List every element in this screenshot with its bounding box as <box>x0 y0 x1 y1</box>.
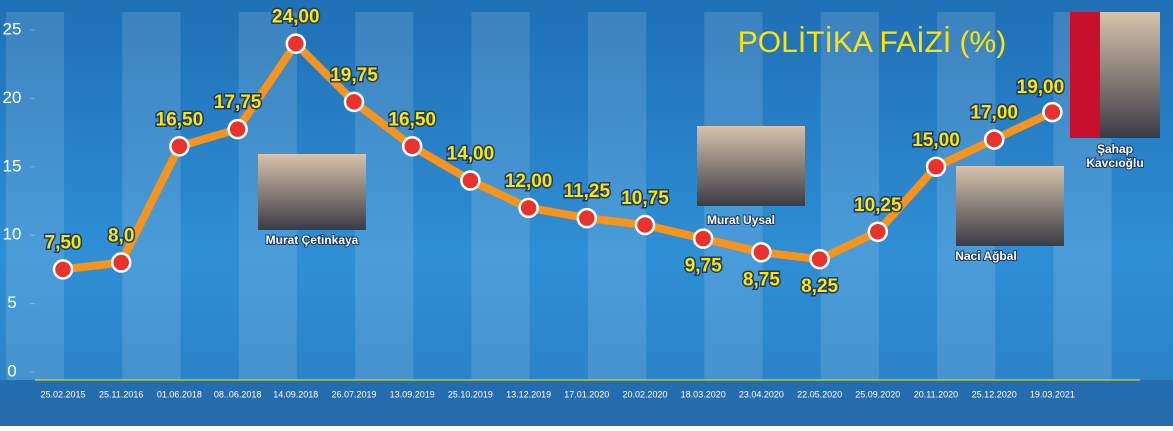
marker <box>169 136 190 157</box>
y-tick-label: 15 <box>3 156 22 175</box>
photo <box>258 154 366 230</box>
x-tick-label: 23.04.2020 <box>739 389 784 399</box>
value-label: 8,25 <box>801 276 838 297</box>
marker <box>227 118 248 140</box>
stripe <box>5 12 65 380</box>
value-label: 17,75 <box>214 92 262 113</box>
y-tick-label: 5 <box>7 293 16 312</box>
value-label: 10,25 <box>854 195 902 216</box>
y-tick-label: 10 <box>3 225 22 244</box>
y-tick-label: 25 <box>3 19 22 38</box>
stripe <box>820 12 879 380</box>
value-label: 11,25 <box>564 181 611 202</box>
value-label: 14,00 <box>447 143 495 164</box>
x-tick-label: 25.02.2015 <box>40 389 85 399</box>
x-tick-label: 13.12.2019 <box>506 389 551 399</box>
photo <box>956 166 1064 246</box>
value-label: 7,50 <box>45 232 82 253</box>
marker <box>634 214 656 236</box>
stripe <box>587 12 647 380</box>
marker <box>285 33 307 54</box>
value-label: 9,75 <box>685 256 722 277</box>
value-label: 17,00 <box>970 102 1018 123</box>
x-tick-label: 13.09.2019 <box>390 389 435 399</box>
value-label: 19,00 <box>1017 77 1065 98</box>
value-label: 24,00 <box>272 7 320 28</box>
chart-title: POLİTİKA FAİZİ (%) <box>738 26 1006 59</box>
marker <box>867 221 889 243</box>
x-tick-label: 18.03.2020 <box>681 389 726 399</box>
x-tick-label: 08..06.2018 <box>214 389 262 399</box>
photo <box>697 126 805 206</box>
flag <box>1070 12 1100 138</box>
x-tick-label: 20.02.2020 <box>622 389 667 399</box>
annotation: Naci Ağbal <box>955 249 1017 263</box>
x-tick-label: 25.10.2019 <box>448 389 493 399</box>
y-tick-label: 0 <box>7 361 16 380</box>
x-tick-label: 14.09.2018 <box>273 389 318 399</box>
x-tick-label: 25.12.2020 <box>972 389 1017 399</box>
x-tick-label: 19.03.2021 <box>1030 389 1075 399</box>
marker <box>809 248 830 270</box>
value-label: 19,75 <box>330 65 378 86</box>
x-tick-label: 25.09.2020 <box>855 389 900 399</box>
marker <box>343 91 365 113</box>
marker <box>751 242 772 263</box>
value-label: 8,0 <box>108 226 134 247</box>
marker <box>52 259 74 280</box>
value-label: 16,50 <box>388 109 436 130</box>
value-label: 12,00 <box>505 171 553 192</box>
marker <box>401 136 423 157</box>
marker <box>1042 101 1063 123</box>
footer-band <box>0 380 1173 426</box>
y-tick-label: 20 <box>3 88 22 107</box>
marker <box>925 156 947 178</box>
x-tick-label: 25.11.2016 <box>99 389 143 399</box>
annotation: Kavcıoğlu <box>1086 156 1143 170</box>
value-label: 16,50 <box>156 109 204 130</box>
annotation: Şahap <box>1097 142 1133 156</box>
value-label: 8,75 <box>743 269 780 290</box>
marker <box>460 170 481 191</box>
value-label: 15,00 <box>912 130 960 151</box>
marker <box>576 207 598 229</box>
annotation: Murat Çetinkaya <box>266 233 359 247</box>
marker <box>692 228 714 249</box>
value-label: 10,75 <box>621 188 669 209</box>
x-tick-label: 20.11.2020 <box>914 389 958 399</box>
annotation: Murat Uysal <box>707 213 775 227</box>
x-tick-label: 01.06.2018 <box>157 389 202 399</box>
x-tick-label: 22.05.2020 <box>797 389 842 399</box>
x-tick-label: 26.07.2019 <box>331 389 376 399</box>
marker <box>110 252 132 273</box>
marker <box>983 129 1005 150</box>
marker <box>518 197 539 219</box>
x-tick-label: 17.01.2020 <box>564 389 609 399</box>
